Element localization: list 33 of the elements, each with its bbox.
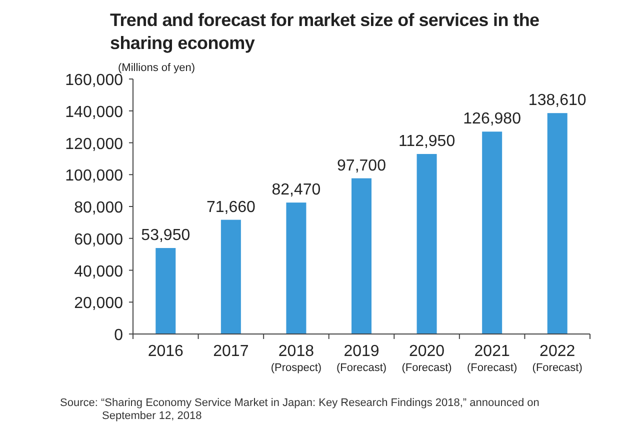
data-label: 97,700 (337, 157, 386, 174)
bar (220, 220, 241, 334)
source-note: Source: “Sharing Economy Service Market in Japan: Key Research Findings 2018,” announced on September 12, 2018 (60, 397, 540, 422)
bar (352, 178, 372, 334)
y-tick-label: 40,000 (74, 263, 124, 280)
x-tick-label: 2020 (Forecast) (402, 343, 452, 374)
data-label: 112,950 (398, 132, 456, 150)
y-tick-label: 160,000 (65, 72, 124, 89)
y-tick-label: 0 (114, 327, 124, 344)
x-tick-label: 2017 (213, 343, 249, 360)
y-tick-label: 60,000 (74, 231, 124, 248)
y-axis-title: (Millions of yen) (118, 62, 196, 74)
data-label: 126,980 (463, 110, 522, 128)
data-label: 53,950 (141, 227, 190, 244)
data-label: 138,610 (528, 92, 586, 110)
x-tick-label: 2019 (Forecast) (336, 343, 387, 374)
x-tick-label: 2018 (Prospect) (270, 343, 322, 374)
x-tick-label: 2016 (148, 343, 184, 360)
y-tick-label: 140,000 (65, 104, 124, 121)
data-label: 71,660 (206, 198, 256, 216)
chart-title: Trend and forecast for market size of services in the sharing economy (110, 10, 540, 53)
x-tick-label: 2021 (Forecast) (467, 343, 518, 374)
bar (547, 113, 568, 334)
data-label: 82,470 (272, 182, 321, 199)
y-tick-label: 80,000 (74, 200, 124, 216)
y-tick-label: 100,000 (65, 168, 124, 185)
bar (156, 248, 176, 334)
y-tick-label: 20,000 (74, 295, 124, 312)
y-tick-label: 120,000 (65, 136, 124, 153)
x-tick-label: 2022 (Forecast) (532, 343, 582, 374)
bar (482, 132, 502, 334)
bar (416, 154, 437, 334)
bar (286, 202, 306, 334)
